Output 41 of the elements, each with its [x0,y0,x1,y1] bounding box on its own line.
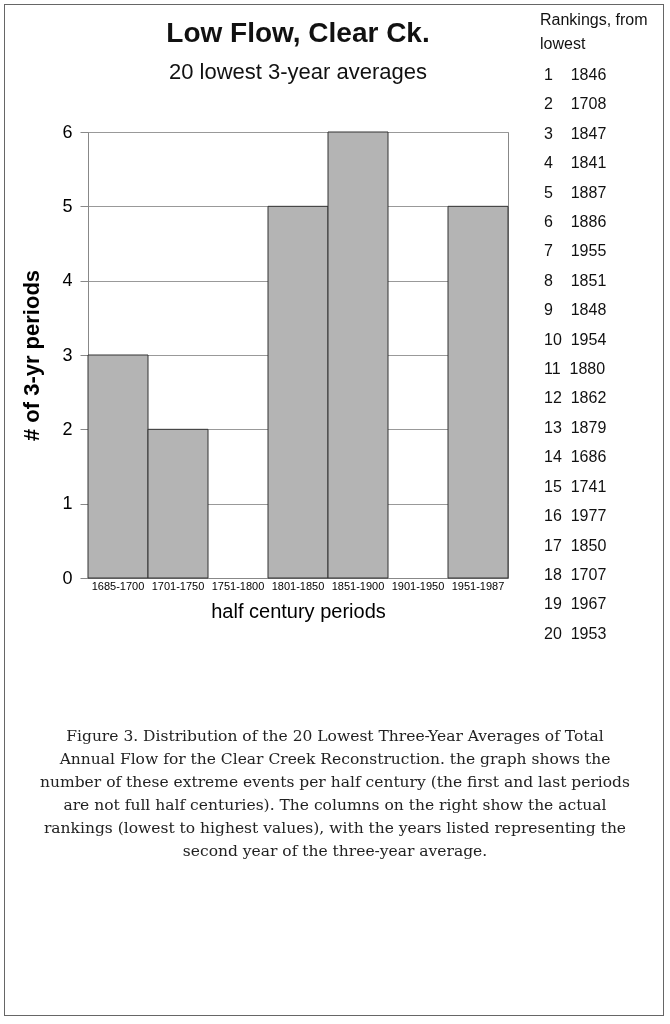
text: 4 1841 [543,153,608,174]
text: 10 1954 [543,329,608,350]
chart-subtitle: 20 lowest 3-year averages [168,59,428,84]
y-tick-label: 4 [62,270,73,291]
y-tick-label: 6 [62,121,73,142]
text: 2 1708 [543,94,608,115]
x-tick-label: 1685-1700 [91,579,145,592]
y-tick-label: 0 [62,567,73,588]
y-tick-label: 1 [62,493,73,514]
text: 20 1953 [543,623,608,644]
text: 17 1850 [543,535,608,556]
text: 1 1846 [543,65,608,85]
x-tick-label: 1851-1900 [331,579,385,592]
y-tick-label: 3 [62,344,73,365]
text: 6 1886 [543,212,608,233]
y-tick-label: 2 [62,418,73,439]
text: 14 1686 [543,447,608,468]
text: 11 1880 [543,359,607,380]
y-tick-label: 5 [62,195,73,216]
text: 9 1848 [543,300,608,321]
text: 12 1862 [543,388,608,409]
x-axis-title: half century periods [211,599,386,622]
text: 19 1967 [543,594,608,615]
x-tick-label: 1751-1800 [211,579,265,592]
text: 13 1879 [543,417,608,438]
text: 3 1847 [543,123,608,144]
bar [447,205,509,579]
y-axis-title: # of 3-yr periods [19,269,45,442]
x-tick-label: 1801-1850 [271,579,325,592]
text: 16 1977 [543,506,608,527]
text: Rankings, from lowest [540,10,649,54]
x-tick-label: 1701-1750 [151,579,205,592]
caption: Figure 3. Distribution of the 20 Lowest Three-Year Averages of Total Annual Flow for the Clear Creek Reconstruction. the graph shows the number of these extreme events per half century (the first and last periods are not full half centuries). The columns on the right show the actual rankings (lowest to highest values), with the years listed representing the second year of the three-year average. [40,726,630,862]
x-tick-label: 1951-1987 [451,579,505,592]
text: 18 1707 [543,564,608,585]
text: 8 1851 [543,270,608,291]
text: 7 1955 [543,241,608,262]
text: 5 1887 [543,182,608,203]
x-tick-label: 1901-1950 [391,579,445,592]
text: 15 1741 [543,476,608,497]
chart-title: Low Flow, Clear Ck. [166,17,430,48]
